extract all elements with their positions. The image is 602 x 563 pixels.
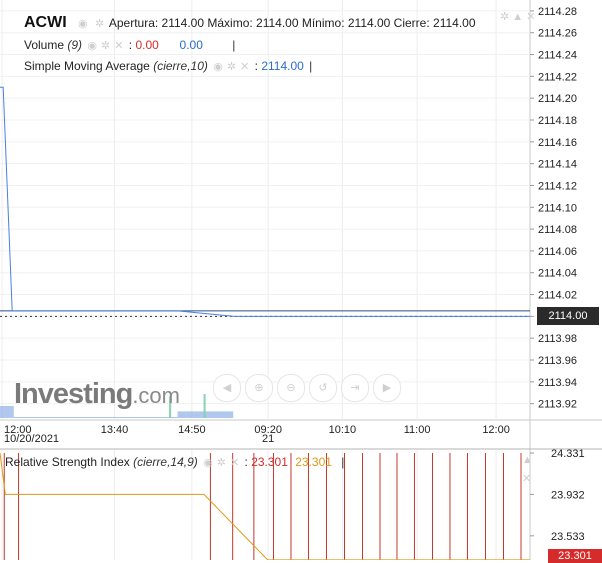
rsi-last-tag: 23.301 xyxy=(548,549,602,563)
zoom-in-icon[interactable]: ⊕ xyxy=(245,374,273,402)
close-icon[interactable]: ✕ xyxy=(526,11,536,23)
logo-suffix: .com xyxy=(132,383,180,408)
y-tick-label: 2114.02 xyxy=(538,290,577,302)
y-tick-label: 2114.14 xyxy=(538,159,577,171)
y-tick-label: 2114.24 xyxy=(538,50,577,62)
zoom-left-icon[interactable]: ◀ xyxy=(213,374,241,402)
y-tick-label: 2114.16 xyxy=(538,137,577,149)
legend-controls-right: ✲ ▲ ✕ xyxy=(500,10,535,23)
gear-icon[interactable]: ✲ xyxy=(500,11,510,23)
date-label: 10/20/2021 xyxy=(4,433,59,445)
zoom-out-icon[interactable]: ⊖ xyxy=(277,374,305,402)
x-tick-label: 13:40 xyxy=(101,424,129,436)
y-tick-label: 2114.08 xyxy=(538,224,577,236)
last-price-tag: 2114.00 xyxy=(537,307,599,325)
y-tick-label: 2113.98 xyxy=(538,333,577,345)
eye-icon[interactable]: ◉ xyxy=(203,457,213,469)
y-tick-label: 2114.20 xyxy=(538,93,577,105)
y-tick-label: 2113.92 xyxy=(538,399,577,411)
volume-label: Volume xyxy=(24,38,65,52)
y-tick-label: 2114.28 xyxy=(538,6,577,18)
eye-icon[interactable]: ◉ xyxy=(213,61,223,73)
y-tick-label: 2114.04 xyxy=(538,268,577,280)
gear-icon[interactable]: ✲ xyxy=(226,61,237,73)
zoom-right-icon[interactable]: ▶ xyxy=(373,374,401,402)
volume-bar xyxy=(0,406,14,418)
scroll-end-icon[interactable]: ⇥ xyxy=(341,374,369,402)
volume-value-1: 0.00 xyxy=(135,38,159,52)
gear-icon[interactable]: ✲ xyxy=(94,18,105,30)
gear-icon[interactable]: ✲ xyxy=(216,457,226,469)
eye-icon[interactable]: ◉ xyxy=(87,40,97,52)
y-tick-label: 2113.96 xyxy=(538,355,577,367)
legend-rsi: Relative Strength Index (cierre,14,9) ◉ ✲… xyxy=(5,455,345,469)
logo-main: Investing xyxy=(14,378,133,410)
investing-logo: Investing.com xyxy=(14,378,180,411)
legend-sma: Simple Moving Average (cierre,10) ◉ ✲ ✕ : … xyxy=(24,59,313,73)
volume-value-2: 0.00 xyxy=(179,38,203,52)
volume-param: (9) xyxy=(67,38,83,52)
x-tick-label: 10:10 xyxy=(329,424,357,436)
y-tick-label: 2114.12 xyxy=(538,180,577,192)
legend-main: ACWI ◉ ✲ Apertura: 2114.00 Máximo: 2114.… xyxy=(24,14,476,32)
symbol-label: ACWI xyxy=(24,14,67,31)
rsi-tick-label: 23.932 xyxy=(551,489,585,501)
date-label: 21 xyxy=(262,433,274,445)
price-line xyxy=(0,86,530,317)
close-icon[interactable]: ✕ xyxy=(240,61,250,73)
chevron-up-icon[interactable]: ▲ xyxy=(522,454,533,466)
legend-volume: Volume (9) ◉ ✲ ✕ : 0.00 0.00 | xyxy=(24,38,236,52)
rsi-line xyxy=(0,452,530,560)
y-tick-label: 2114.18 xyxy=(538,115,577,127)
cursor-bar: | xyxy=(309,59,313,73)
y-tick-label: 2113.94 xyxy=(538,377,577,389)
y-tick-label: 2114.06 xyxy=(538,246,577,258)
x-tick-label: 14:50 xyxy=(178,424,206,436)
volume-bar xyxy=(169,396,172,418)
rsi-tick-label: 24.331 xyxy=(551,448,585,460)
close-icon[interactable]: ✕ xyxy=(114,40,124,52)
x-tick-label: 11:00 xyxy=(404,424,431,436)
rsi-tick-label: 23.533 xyxy=(551,531,585,543)
close-icon[interactable]: ✕ xyxy=(229,457,240,469)
sma-param: (cierre,10) xyxy=(153,59,208,73)
cursor-bar: | xyxy=(232,38,236,52)
volume-bar xyxy=(13,417,178,418)
sma-label: Simple Moving Average xyxy=(24,59,150,73)
x-tick-label: 09:20 xyxy=(254,424,282,436)
x-tick-label: 12:00 xyxy=(482,424,510,436)
y-tick-label: 2114.22 xyxy=(538,71,577,83)
gear-icon[interactable]: ✲ xyxy=(101,40,111,52)
eye-icon[interactable]: ◉ xyxy=(78,18,88,30)
close-icon[interactable]: ✕ xyxy=(522,473,532,485)
cursor-bar: | xyxy=(341,455,345,469)
x-tick-label: 12:00 xyxy=(4,424,32,436)
rsi-param: (cierre,14,9) xyxy=(133,455,198,469)
y-tick-label: 2114.10 xyxy=(538,202,577,214)
chevron-up-icon[interactable]: ▲ xyxy=(512,11,524,23)
rsi-value-2: 23.301 xyxy=(295,455,332,469)
rsi-value-1: 23.301 xyxy=(251,455,288,469)
ohlc-values: Apertura: 2114.00 Máximo: 2114.00 Mínimo… xyxy=(108,16,476,30)
rsi-label: Relative Strength Index xyxy=(5,455,130,469)
zoom-reset-icon[interactable]: ↺ xyxy=(309,374,337,402)
y-tick-label: 2114.26 xyxy=(538,28,577,40)
volume-bar xyxy=(203,394,206,418)
sma-value: 2114.00 xyxy=(261,59,304,73)
rsi-controls: ▲ ✕ xyxy=(522,454,533,485)
